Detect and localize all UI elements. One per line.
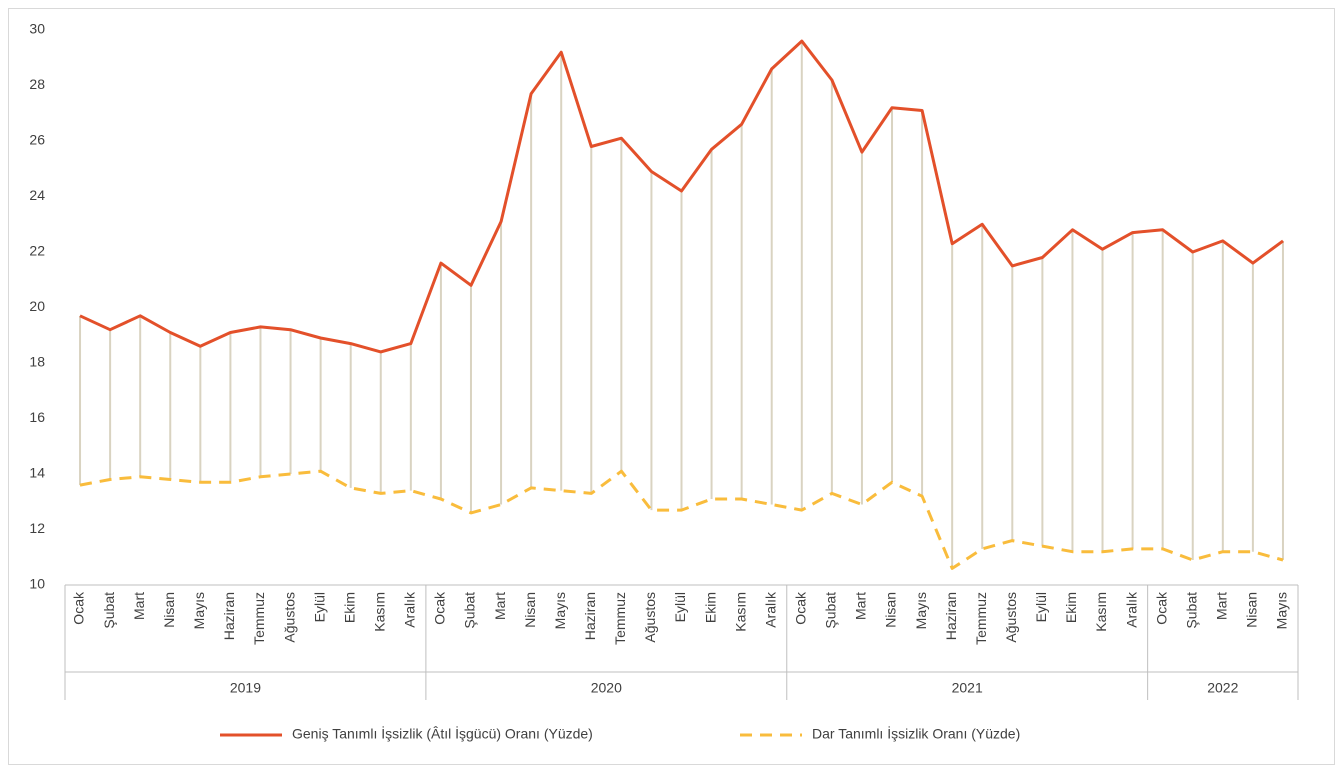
x-tick-label: Şubat: [823, 592, 839, 629]
x-tick-label: Aralık: [402, 591, 418, 628]
group-label: 2022: [1207, 680, 1238, 696]
x-tick-label: Mart: [1214, 592, 1230, 620]
y-tick-label: 30: [29, 21, 45, 37]
legend-label: Dar Tanımlı İşsizlik Oranı (Yüzde): [812, 725, 1020, 742]
x-tick-label: Mart: [131, 592, 147, 620]
x-tick-label: Eylül: [311, 592, 327, 622]
y-tick-label: 10: [29, 576, 45, 592]
x-tick-label: Ocak: [792, 591, 808, 625]
group-label: 2020: [591, 680, 622, 696]
x-tick-label: Aralık: [762, 591, 778, 628]
x-tick-label: Haziran: [943, 592, 959, 640]
x-tick-label: Mayıs: [913, 592, 929, 629]
x-tick-label: Ocak: [432, 591, 448, 625]
x-tick-label: Mayıs: [1274, 592, 1290, 629]
x-tick-label: Ağustos: [642, 592, 658, 643]
series-line: [79, 39, 1284, 354]
chart-border: [8, 8, 1335, 765]
x-tick-label: Kasım: [732, 592, 748, 632]
x-tick-label: Ağustos: [281, 592, 297, 643]
y-tick-label: 20: [29, 298, 45, 314]
y-tick-label: 16: [29, 409, 45, 425]
x-tick-label: Nisan: [161, 592, 177, 628]
y-tick-label: 26: [29, 132, 45, 148]
legend-label: Geniş Tanımlı İşsizlik (Âtıl İşgücü) Ora…: [292, 725, 593, 742]
x-tick-label: Şubat: [1183, 592, 1199, 629]
x-tick-label: Kasım: [1093, 592, 1109, 632]
group-label: 2019: [230, 680, 261, 696]
x-tick-label: Nisan: [1244, 592, 1260, 628]
x-tick-label: Aralık: [1123, 591, 1139, 628]
x-tick-label: Ağustos: [1003, 592, 1019, 643]
x-tick-label: Eylül: [1033, 592, 1049, 622]
x-tick-label: Kasım: [371, 592, 387, 632]
x-tick-label: Mart: [492, 592, 508, 620]
x-tick-label: Nisan: [522, 592, 538, 628]
x-tick-label: Ocak: [1153, 591, 1169, 625]
x-tick-label: Haziran: [221, 592, 237, 640]
y-tick-label: 12: [29, 520, 45, 536]
group-label: 2021: [952, 680, 983, 696]
y-tick-label: 22: [29, 243, 45, 259]
y-tick-label: 14: [29, 465, 45, 481]
x-tick-label: Ekim: [341, 592, 357, 623]
x-tick-label: Mayıs: [191, 592, 207, 629]
x-tick-label: Mart: [853, 592, 869, 620]
x-tick-label: Şubat: [462, 592, 478, 629]
x-tick-label: Nisan: [883, 592, 899, 628]
x-tick-label: Ekim: [1063, 592, 1079, 623]
x-tick-label: Temmuz: [973, 592, 989, 645]
x-tick-label: Şubat: [101, 592, 117, 629]
x-tick-label: Eylül: [672, 592, 688, 622]
x-tick-label: Temmuz: [251, 592, 267, 645]
x-tick-label: Haziran: [582, 592, 598, 640]
y-tick-label: 28: [29, 76, 45, 92]
x-tick-label: Ocak: [71, 591, 87, 625]
x-tick-label: Mayıs: [552, 592, 568, 629]
y-tick-label: 24: [29, 187, 45, 203]
series-line: [79, 469, 1284, 570]
x-tick-label: Temmuz: [612, 592, 628, 645]
y-tick-label: 18: [29, 354, 45, 370]
x-tick-label: Ekim: [702, 592, 718, 623]
